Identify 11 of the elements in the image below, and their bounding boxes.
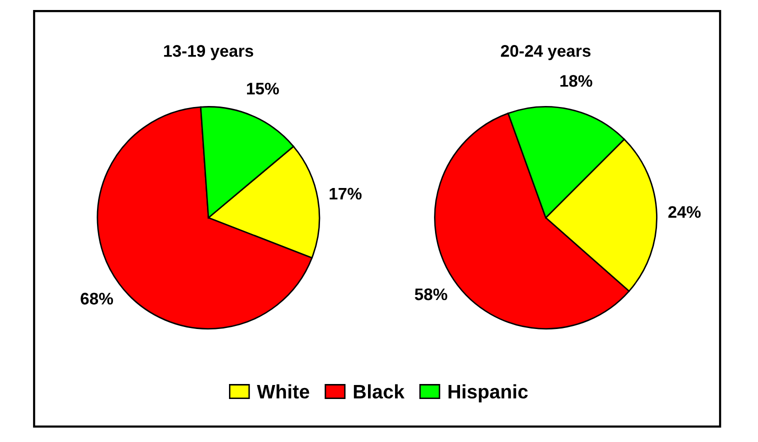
legend-label: Hispanic [448, 384, 528, 402]
data-label: 58% [414, 288, 448, 300]
data-label: 68% [80, 292, 114, 305]
chart-title: 20-24 years [500, 45, 590, 60]
legend-label: Black [354, 384, 405, 399]
legend-label: White [256, 384, 310, 399]
data-label: 18% [560, 75, 592, 87]
chart-title: 13-19 years [164, 45, 254, 60]
data-label: 15% [247, 82, 279, 95]
data-label: 24% [668, 206, 701, 218]
data-label: 17% [330, 188, 362, 200]
